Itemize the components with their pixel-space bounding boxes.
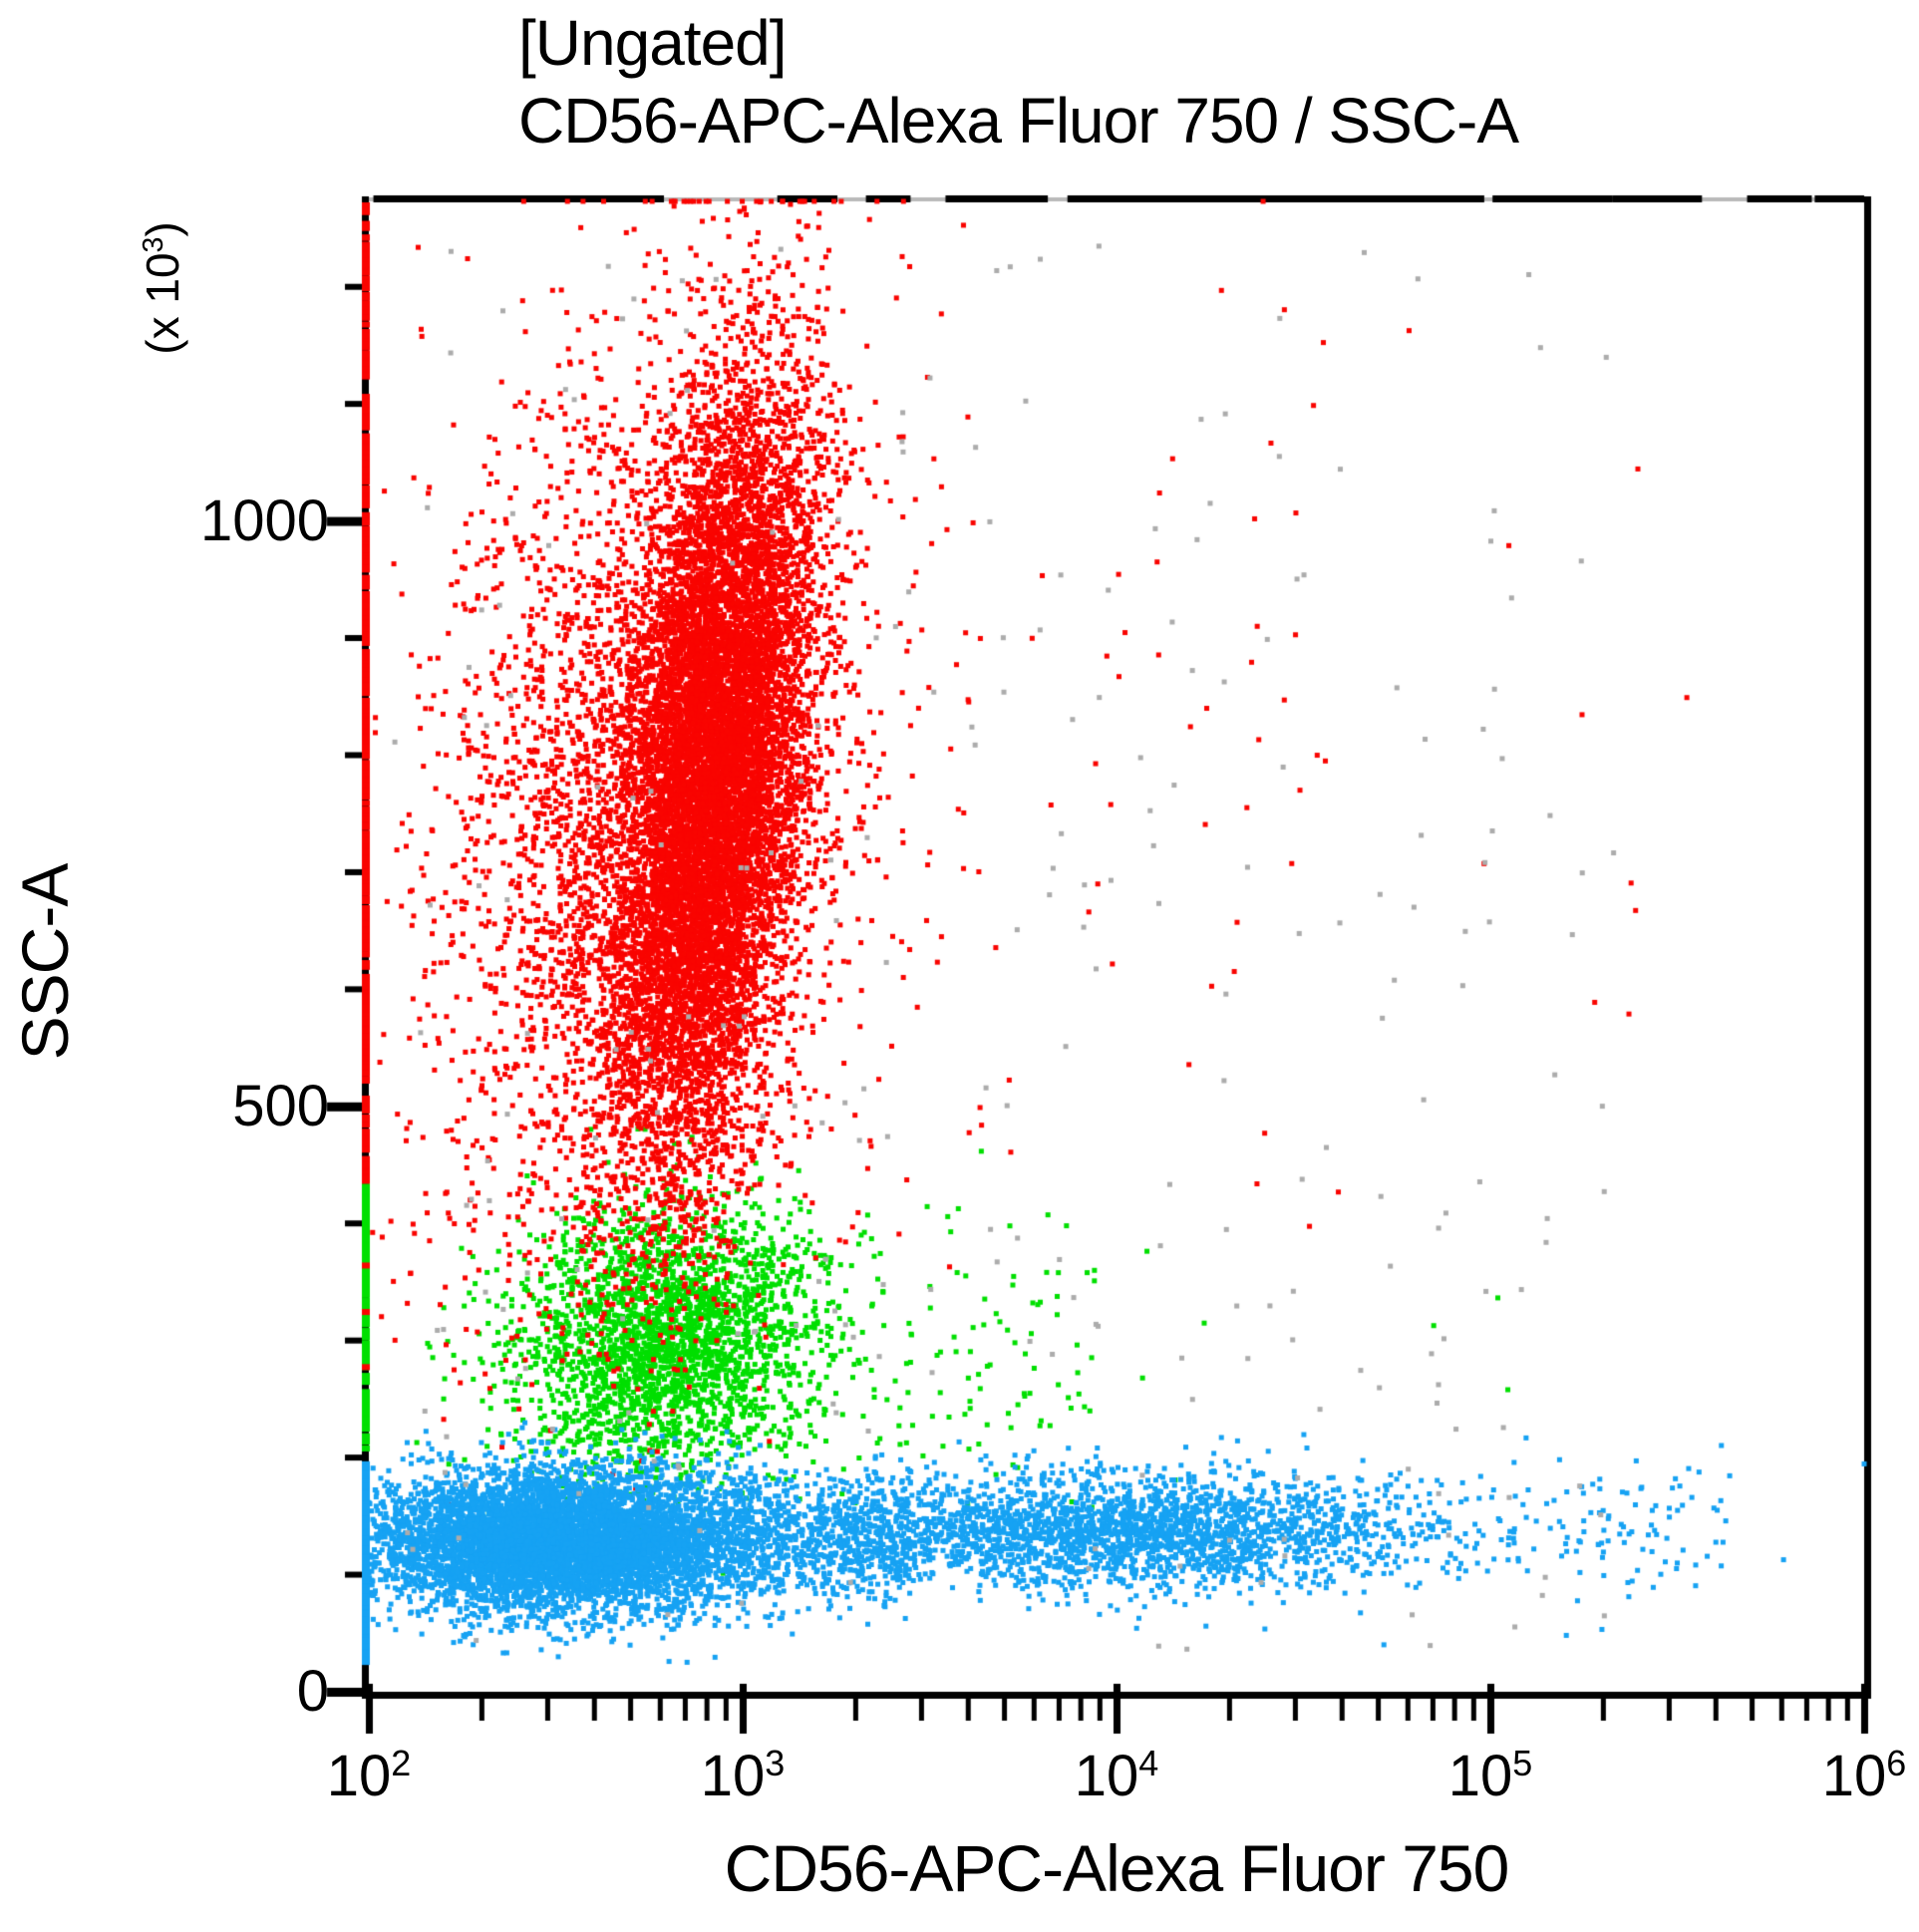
x-tick-label: 102 bbox=[269, 1743, 469, 1812]
x-tick-exponent: 2 bbox=[391, 1743, 412, 1784]
plot-parameters-title: CD56-APC-Alexa Fluor 750 / SSC-A bbox=[518, 85, 1519, 157]
x-tick-base: 10 bbox=[1074, 1744, 1139, 1808]
x-tick-base: 10 bbox=[1447, 1744, 1513, 1808]
x-tick-exponent: 4 bbox=[1138, 1743, 1159, 1784]
y-tick-label: 1000 bbox=[199, 487, 329, 553]
x-tick-base: 10 bbox=[326, 1744, 392, 1808]
y-axis-unit-label: (x 103) bbox=[136, 221, 189, 354]
x-tick-exponent: 6 bbox=[1886, 1743, 1907, 1784]
y-axis-title: SSC-A bbox=[8, 863, 82, 1061]
x-tick-base: 10 bbox=[700, 1744, 766, 1808]
x-tick-exponent: 3 bbox=[765, 1743, 786, 1784]
y-axis-unit-suffix: ) bbox=[137, 221, 188, 237]
x-tick-label: 106 bbox=[1764, 1743, 1919, 1812]
x-tick-label: 104 bbox=[1017, 1743, 1216, 1812]
x-tick-label: 103 bbox=[643, 1743, 842, 1812]
x-tick-base: 10 bbox=[1821, 1744, 1887, 1808]
y-axis-unit-prefix: (x 10 bbox=[137, 252, 188, 355]
y-axis-unit-exponent: 3 bbox=[138, 236, 170, 253]
x-tick-exponent: 5 bbox=[1512, 1743, 1533, 1784]
plot-gate-title: [Ungated] bbox=[518, 7, 788, 79]
y-tick-label: 0 bbox=[296, 1659, 329, 1724]
scatter-plot-canvas bbox=[319, 184, 1884, 1745]
x-tick-label: 105 bbox=[1391, 1743, 1590, 1812]
y-tick-label: 500 bbox=[232, 1073, 329, 1138]
x-axis-title: CD56-APC-Alexa Fluor 750 bbox=[724, 1831, 1510, 1905]
